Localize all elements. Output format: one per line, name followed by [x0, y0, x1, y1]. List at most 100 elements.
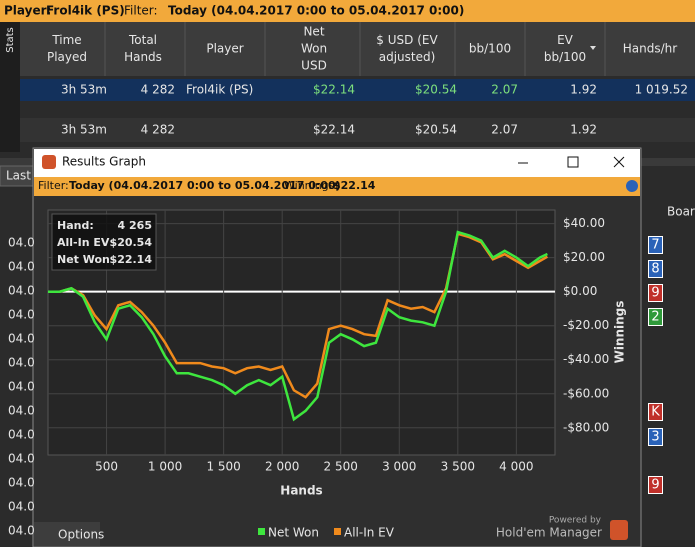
side-tab-label: Stats: [5, 27, 16, 53]
card-face: [649, 261, 662, 277]
cell: 4 282: [141, 83, 175, 97]
column-header: $ USD (EV: [376, 33, 438, 47]
legend-swatch: [258, 528, 265, 535]
x-tick-label: 3 500: [441, 460, 475, 474]
help-icon[interactable]: [626, 180, 638, 192]
filter-label: Filter:: [124, 4, 158, 18]
winnings: $22.14: [333, 179, 376, 192]
cell: 2.07: [491, 83, 518, 97]
date-cell: 04.0: [8, 452, 35, 466]
card-rank: 9: [651, 478, 659, 493]
sort-arrow: [590, 46, 596, 50]
column-header: Time: [51, 33, 81, 47]
card-rank: 2: [651, 310, 659, 325]
y-tick-label: -$80.00: [563, 420, 609, 434]
options-button[interactable]: [34, 522, 100, 546]
tooltip-value: $22.14: [110, 253, 153, 266]
window-title: Results Graph: [62, 155, 146, 169]
date-cell: 04.0: [8, 236, 35, 250]
player: Frol4ik (PS): [46, 4, 125, 18]
brand: Hold'em Manager: [496, 526, 602, 540]
y-tick-label: $0.00: [563, 284, 597, 298]
legend-swatch: [334, 528, 341, 535]
card-rank: K: [651, 405, 660, 420]
column-header: USD: [301, 59, 327, 73]
cell: $20.54: [415, 83, 457, 97]
x-tick-label: 2 500: [324, 460, 358, 474]
top-bar: [0, 0, 695, 22]
y-tick-label: $40.00: [563, 216, 605, 230]
cell: 2.07: [491, 123, 518, 137]
cell: 1 019.52: [635, 83, 688, 97]
window-filter: Today (04.04.2017 0:00 to 05.04.2017 0:0…: [69, 179, 341, 192]
y-tick-label: -$20.00: [563, 318, 609, 332]
cell: $20.54: [415, 123, 457, 137]
card-rank: 9: [651, 286, 659, 301]
cell: 3h 53m: [61, 123, 107, 137]
y-axis-title: Winnings: [613, 301, 627, 364]
cell: $22.14: [313, 83, 355, 97]
card-rank: 7: [651, 238, 659, 253]
last-tab-label: Last: [6, 169, 31, 183]
series-line: [48, 230, 548, 422]
maximize[interactable]: [567, 156, 579, 168]
x-tick-label: 1 000: [148, 460, 182, 474]
card-face: [649, 404, 662, 420]
series-line: [48, 232, 549, 399]
date-cell: 04.0: [8, 380, 35, 394]
date-cell: 04.0: [8, 476, 35, 490]
side-tab[interactable]: [0, 22, 20, 152]
tooltip-label: Hand:: [57, 219, 94, 232]
table-header: [20, 22, 695, 76]
column-header: Player: [206, 42, 243, 56]
x-tick-label: 1 500: [206, 460, 240, 474]
tooltip-label: All-In EV: [57, 236, 110, 249]
card-face: [649, 237, 662, 253]
window-filter-label: Filter:: [38, 179, 69, 192]
x-axis-title: Hands: [280, 484, 322, 498]
window-titlebar: [34, 149, 640, 177]
tooltip-value: 4 265: [118, 219, 152, 232]
selected-row[interactable]: [20, 79, 695, 101]
cell: $22.14: [313, 123, 355, 137]
cell: 1.92: [570, 123, 597, 137]
close[interactable]: [613, 156, 625, 168]
date-cell: 04.0: [8, 308, 35, 322]
column-header: adjusted): [379, 50, 436, 64]
legend-label[interactable]: Net Won: [268, 526, 319, 540]
date-cell: 04.0: [8, 356, 35, 370]
x-tick-label: 500: [95, 460, 118, 474]
cell: 4 282: [141, 123, 175, 137]
column-header: Won: [301, 42, 327, 56]
cell: 3h 53m: [61, 83, 107, 97]
date-cell: 04.0: [8, 260, 35, 274]
column-header: Net: [303, 25, 324, 39]
tooltip-value: $20.54: [110, 236, 153, 249]
options-label[interactable]: Options: [58, 528, 104, 542]
x-tick-label: 4 000: [499, 460, 533, 474]
tooltip: [51, 213, 157, 271]
column-header: Played: [47, 50, 87, 64]
card-face: [649, 309, 662, 325]
column-header: bb/100: [544, 50, 586, 64]
date-cell: 04.0: [8, 500, 35, 514]
powered-by: Powered by: [549, 516, 602, 526]
date-cell: 04.0: [8, 284, 35, 298]
x-tick-label: 3 000: [382, 460, 416, 474]
card-rank: 3: [651, 430, 659, 445]
legend-label[interactable]: All-In EV: [344, 526, 395, 540]
column-header: EV: [557, 33, 574, 47]
y-tick-label: -$40.00: [563, 352, 609, 366]
date-cell: 04.0: [8, 404, 35, 418]
board-header: Boar: [667, 205, 695, 219]
column-header: Hands/hr: [623, 42, 678, 56]
column-header: Total: [128, 33, 157, 47]
filter: Today (04.04.2017 0:00 to 05.04.2017 0:0…: [168, 4, 464, 18]
totals-row: [20, 118, 695, 142]
cell: 1.92: [570, 83, 597, 97]
y-tick-label: $20.00: [563, 250, 605, 264]
brand-logo: [610, 520, 628, 540]
app-icon: [42, 155, 56, 169]
